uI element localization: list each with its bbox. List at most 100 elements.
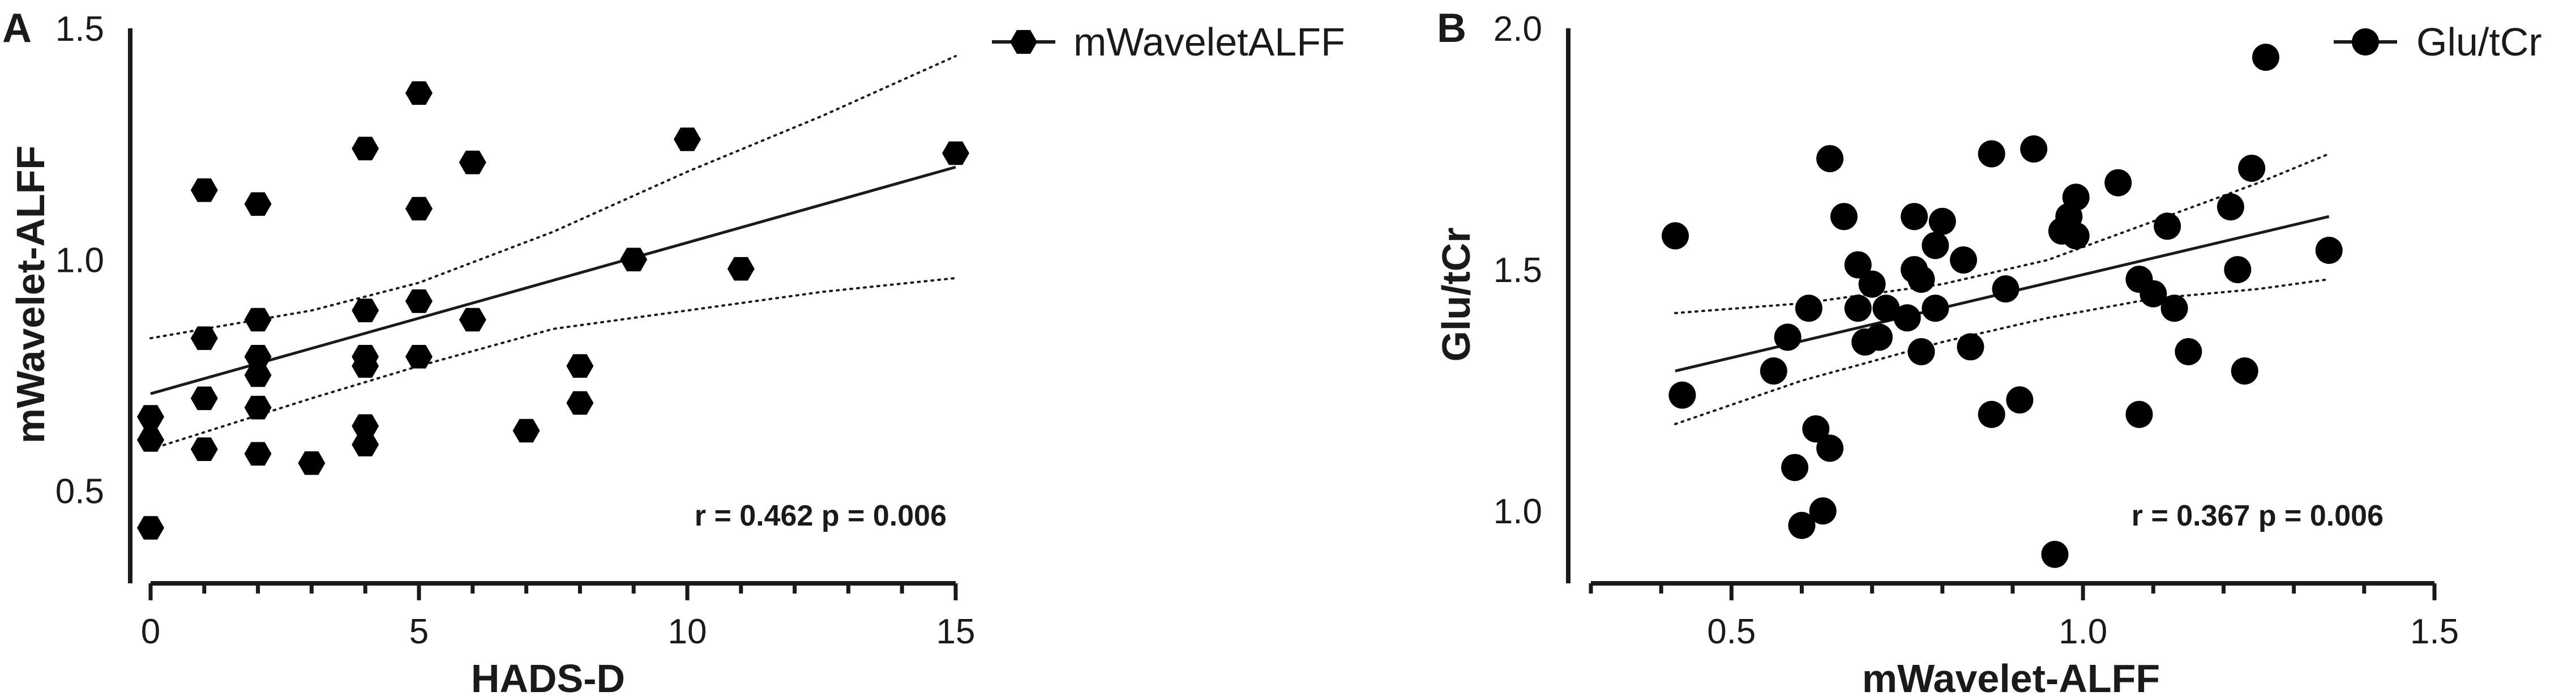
data-point-b — [1922, 232, 1949, 259]
x-tick-label-a: 5 — [409, 612, 429, 651]
y-tick-label-a: 1.5 — [55, 10, 104, 49]
data-point-b — [1802, 415, 1830, 443]
data-point-b — [1844, 251, 1872, 279]
data-point-b — [2104, 169, 2132, 197]
data-point-a — [459, 308, 486, 332]
data-point-a — [942, 141, 969, 165]
data-point-b — [2224, 256, 2252, 284]
correlation-annotation-a: r = 0.462 p = 0.006 — [695, 500, 947, 532]
data-point-b — [2006, 386, 2034, 414]
data-point-a — [190, 386, 218, 411]
data-point-b — [1992, 275, 2019, 303]
data-point-b — [2216, 193, 2244, 221]
data-point-b — [2154, 212, 2181, 240]
data-point-a — [405, 289, 433, 313]
y-axis-title-b: Glu/tCr — [1434, 227, 1478, 361]
y-axis-title-a: mWavelet-ALFF — [8, 146, 53, 443]
data-point-b — [2175, 338, 2202, 365]
y-tick-label-a: 0.5 — [55, 472, 104, 511]
data-point-a — [459, 151, 486, 174]
x-axis-title-a: HADS-D — [471, 656, 625, 700]
panel-label-b: B — [1437, 6, 1466, 51]
data-point-b — [1978, 140, 2005, 168]
legend-label-b: Glu/tCr — [2416, 20, 2542, 64]
y-tick-label-b: 1.0 — [1494, 492, 1542, 531]
data-point-a — [137, 405, 164, 429]
panel-a: A mWavelet-ALFF HADS-D r = 0.462 p = 0.0… — [2, 6, 1345, 700]
data-point-a — [244, 345, 272, 369]
data-point-a — [352, 414, 379, 438]
data-point-b — [1950, 246, 1978, 274]
data-point-a — [405, 81, 433, 105]
ci-lower-band-a — [149, 277, 957, 451]
data-point-a — [405, 197, 433, 221]
data-point-a — [244, 442, 272, 466]
data-point-a — [190, 437, 218, 461]
data-point-b — [1816, 434, 1844, 462]
data-point-b — [1668, 381, 1696, 409]
legend-a: mWaveletALFF — [992, 20, 1345, 64]
data-point-b — [1922, 294, 1949, 322]
data-point-b — [1774, 323, 1802, 351]
data-point-b — [1907, 338, 1935, 365]
data-point-a — [298, 451, 326, 475]
data-point-a — [190, 326, 218, 350]
ci-lower-band-b — [1674, 278, 2330, 425]
data-point-a — [405, 345, 433, 369]
data-point-b — [2139, 280, 2167, 308]
x-tick-label-b: 0.5 — [1707, 612, 1756, 651]
data-point-b — [1760, 357, 1787, 385]
data-point-a — [137, 428, 164, 452]
legend-b: Glu/tCr — [2334, 20, 2542, 64]
data-point-b — [2160, 294, 2188, 322]
data-point-a — [244, 363, 272, 387]
data-point-a — [352, 298, 379, 322]
x-tick-label-b: 1.0 — [2059, 612, 2107, 651]
data-point-a — [244, 395, 272, 420]
legend-label-a: mWaveletALFF — [1073, 20, 1345, 64]
legend-marker-b — [2352, 28, 2379, 56]
data-point-a — [244, 308, 272, 332]
data-point-b — [2041, 540, 2069, 568]
data-point-b — [1830, 203, 1858, 231]
data-point-b — [1809, 497, 1837, 525]
panel-label-a: A — [2, 6, 32, 51]
legend-marker-a — [1010, 30, 1037, 54]
regression-line-a — [150, 165, 956, 395]
data-point-b — [2125, 400, 2153, 428]
data-point-b — [1893, 304, 1921, 332]
data-point-b — [2020, 135, 2048, 163]
data-point-b — [1901, 203, 1928, 231]
y-tick-label-b: 1.5 — [1494, 251, 1542, 290]
data-point-b — [2238, 155, 2266, 182]
data-point-b — [1872, 294, 1900, 322]
data-point-a — [727, 257, 755, 281]
data-point-b — [2062, 183, 2090, 211]
x-tick-label-a: 0 — [141, 612, 160, 651]
data-point-b — [1858, 270, 1886, 298]
data-point-a — [352, 433, 379, 456]
x-tick-label-b: 1.5 — [2410, 612, 2459, 651]
x-axis-title-b: mWavelet-ALFF — [1862, 656, 2160, 700]
panel-b: B Glu/tCr mWavelet-ALFF r = 0.367 p = 0.… — [1434, 6, 2542, 700]
data-point-b — [1788, 511, 1816, 539]
data-point-a — [244, 192, 272, 216]
data-point-b — [2231, 357, 2258, 385]
data-point-b — [1928, 207, 1956, 235]
x-tick-label-a: 10 — [668, 612, 707, 651]
ci-upper-band-a — [149, 55, 957, 340]
data-point-b — [1816, 145, 1844, 173]
data-point-a — [620, 247, 648, 272]
correlation-annotation-b: r = 0.367 p = 0.006 — [2132, 500, 2384, 532]
y-tick-label-a: 1.0 — [55, 241, 104, 280]
data-point-a — [352, 354, 379, 378]
data-point-a — [512, 419, 540, 443]
data-point-a — [566, 391, 594, 415]
data-point-a — [352, 136, 379, 161]
data-point-b — [2315, 237, 2343, 264]
y-tick-label-b: 2.0 — [1494, 10, 1542, 49]
data-point-a — [674, 127, 701, 151]
data-point-b — [1781, 454, 1809, 481]
data-point-b — [1844, 294, 1872, 322]
